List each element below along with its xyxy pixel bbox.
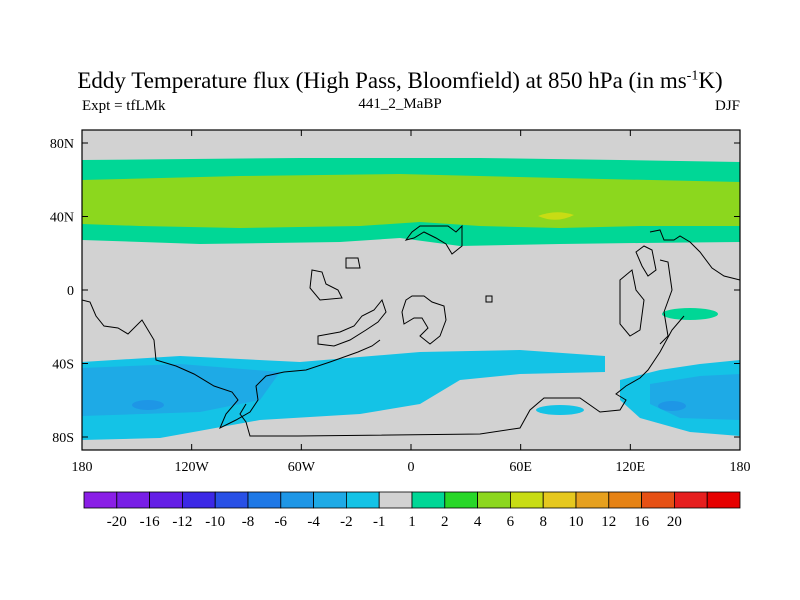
colorbar-label: -1	[373, 514, 386, 530]
season-label: DJF	[714, 98, 740, 114]
colorbar-label: -2	[340, 514, 353, 530]
colorbar-label: 12	[601, 514, 616, 530]
colorbar-swatch	[411, 491, 446, 509]
colorbar-label: -12	[172, 514, 192, 530]
colorbar-label: -10	[205, 514, 225, 530]
title: Eddy Temperature flux (High Pass, Bloomf…	[0, 68, 800, 94]
coastline-indian-ocean-island	[485, 295, 493, 303]
colorbar-label: 20	[667, 514, 682, 530]
x-tick-label: 120W	[175, 460, 210, 475]
colorbar: -20 -16 -12 -10 -8 -6 -4 -2 -1 1 2 4 6 8 10 12 16 20	[83, 491, 741, 530]
colorbar-swatch	[542, 491, 577, 509]
y-tick-label: 80S	[52, 431, 74, 446]
y-axis: 80N 40N 0 40S 80S	[50, 137, 740, 446]
x-tick-label: 60E	[509, 460, 532, 475]
colorbar-label: 6	[507, 514, 515, 530]
colorbar-swatch	[149, 491, 183, 509]
coastline-central-pacific	[309, 269, 343, 301]
colorbar-swatch	[477, 491, 511, 509]
colorbar-swatch	[608, 491, 642, 509]
colorbar-swatch	[444, 491, 478, 509]
colorbar-swatch	[345, 491, 380, 509]
sh-island-patch	[536, 405, 584, 415]
colorbar-label: 16	[634, 514, 650, 530]
colorbar-label: 4	[474, 514, 482, 530]
coastline-maritime	[635, 245, 657, 277]
coastline-north-africa	[404, 224, 463, 255]
x-tick-label: 60W	[288, 460, 316, 475]
colorbar-swatch	[214, 491, 249, 509]
colorbar-label: 2	[441, 514, 449, 530]
x-tick-label: 0	[408, 460, 415, 475]
coastline-indian	[619, 269, 645, 337]
y-tick-label: 40S	[52, 358, 74, 373]
contour-fills	[82, 158, 740, 440]
colorbar-swatch	[378, 491, 413, 509]
coastline-americas	[81, 299, 381, 430]
y-tick-label: 0	[67, 284, 74, 299]
coastline-east-asia	[649, 229, 741, 281]
nh-max-patch	[538, 212, 574, 220]
colorbar-swatch	[83, 491, 118, 509]
colorbar-swatch	[641, 491, 675, 509]
colorbar-label: -6	[275, 514, 288, 530]
sh-tropical-patch	[662, 308, 718, 320]
y-tick-label: 80N	[50, 137, 74, 152]
x-tick-label: 120E	[616, 460, 646, 475]
sh-max-west	[132, 400, 164, 410]
map-panel	[81, 129, 741, 451]
colorbar-swatch	[280, 491, 314, 509]
colorbar-swatch	[706, 491, 741, 509]
colorbar-swatch	[116, 491, 151, 509]
coastline-south-america-south	[239, 315, 685, 437]
sh-core-west	[82, 364, 280, 416]
coastline-south-pacific-arc	[317, 298, 387, 347]
colorbar-swatch	[181, 491, 216, 509]
colorbar-swatch	[575, 491, 610, 509]
colorbar-swatch	[509, 491, 544, 509]
coastline-africa	[401, 295, 447, 345]
colorbar-label: 10	[569, 514, 584, 530]
case-label: 441_2_MaBP	[358, 96, 442, 112]
x-tick-label: 180	[730, 460, 751, 475]
coastline-australia	[659, 259, 673, 345]
colorbar-label: -16	[140, 514, 160, 530]
colorbar-swatch	[247, 491, 282, 509]
colorbar-label: -8	[242, 514, 255, 530]
land-outline	[81, 224, 741, 437]
colorbar-label: -20	[107, 514, 127, 530]
sh-max-east	[658, 401, 686, 411]
colorbar-swatch	[674, 491, 708, 509]
colorbar-swatch	[313, 491, 347, 509]
colorbar-label: 1	[408, 514, 416, 530]
colorbar-label: 8	[539, 514, 547, 530]
colorbar-label: -4	[307, 514, 320, 530]
title-tail: K)	[698, 68, 723, 93]
nh-inner-band	[82, 174, 740, 228]
y-tick-label: 40N	[50, 211, 74, 226]
title-main: Eddy Temperature flux (High Pass, Bloomf…	[77, 68, 687, 93]
title-superscript: -1	[686, 68, 699, 84]
coastline-atlantic-island	[345, 257, 361, 269]
x-axis: 180 120W 60W 0 60E 120E 180	[72, 130, 751, 475]
x-tick-label: 180	[72, 460, 93, 475]
experiment-label: Expt = tfLMk	[82, 98, 166, 114]
